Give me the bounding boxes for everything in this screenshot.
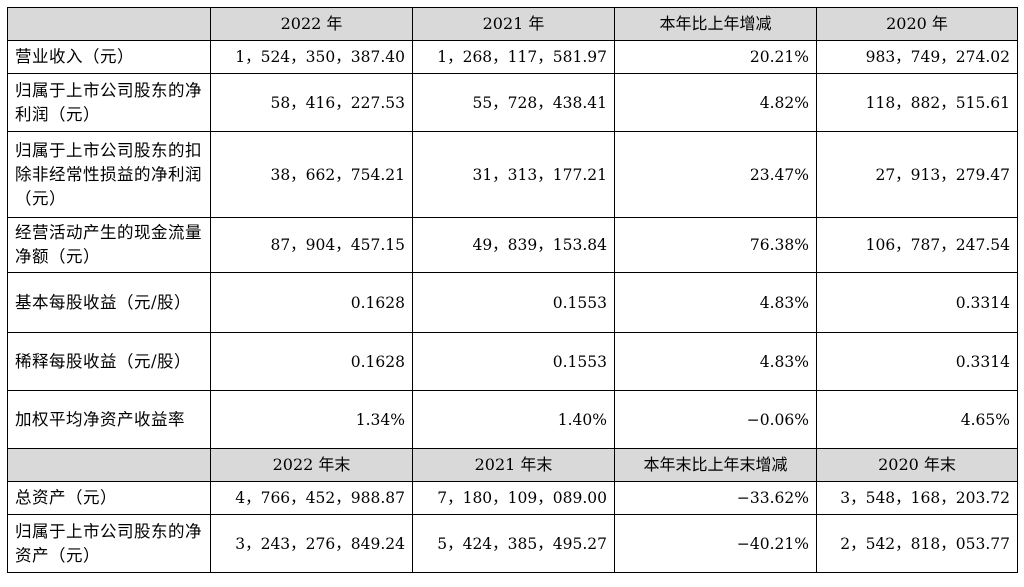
value-2020: 106，787，247.54	[816, 217, 1018, 273]
value-2021: 49，839，153.84	[412, 217, 615, 273]
table-row: 加权平均净资产收益率 1.34% 1.40% −0.06% 4.65%	[7, 390, 1018, 449]
yearend-header-row: 2022 年末 2021 年末 本年末比上年末增减 2020 年末	[7, 448, 1018, 482]
annual-header-row: 2022 年 2021 年 本年比上年增减 2020 年	[7, 7, 1018, 41]
value-2022: 0.1628	[210, 332, 413, 391]
header-blank-cell	[7, 7, 211, 41]
table-row: 稀释每股收益（元/股） 0.1628 0.1553 4.83% 0.3314	[7, 332, 1018, 391]
header-blank-cell	[7, 448, 211, 482]
value-2022: 58，416，227.53	[210, 73, 413, 132]
table-row: 归属于上市公司股东的净资产（元） 3，243，276，849.24 5，424，…	[7, 514, 1018, 573]
value-2021: 31，313，177.21	[412, 131, 615, 218]
header-2020: 2020 年	[816, 7, 1018, 41]
row-label: 基本每股收益（元/股）	[7, 272, 211, 333]
value-2020: 27，913，279.47	[816, 131, 1018, 218]
value-change: 23.47%	[614, 131, 817, 218]
value-change: 76.38%	[614, 217, 817, 273]
value-2020: 0.3314	[816, 332, 1018, 391]
header-2021-end: 2021 年末	[412, 448, 615, 482]
value-2022: 1.34%	[210, 390, 413, 449]
value-2021: 55，728，438.41	[412, 73, 615, 132]
value-change: −33.62%	[614, 481, 817, 515]
financial-indicators-table: 2022 年 2021 年 本年比上年增减 2020 年 营业收入（元） 1，5…	[7, 7, 1018, 573]
value-2021: 5，424，385，495.27	[412, 514, 615, 573]
value-change: 20.21%	[614, 40, 817, 74]
value-2020: 2，542，818，053.77	[816, 514, 1018, 573]
value-2021: 1.40%	[412, 390, 615, 449]
value-2020: 983，749，274.02	[816, 40, 1018, 74]
value-2022: 87，904，457.15	[210, 217, 413, 273]
row-label: 归属于上市公司股东的净资产（元）	[7, 514, 211, 573]
row-label: 归属于上市公司股东的净利润（元）	[7, 73, 211, 132]
row-label: 加权平均净资产收益率	[7, 390, 211, 449]
value-change: −0.06%	[614, 390, 817, 449]
row-label: 稀释每股收益（元/股）	[7, 332, 211, 391]
table-row: 归属于上市公司股东的净利润（元） 58，416，227.53 55，728，43…	[7, 73, 1018, 132]
value-2022: 3，243，276，849.24	[210, 514, 413, 573]
value-2020: 118，882，515.61	[816, 73, 1018, 132]
value-2021: 0.1553	[412, 332, 615, 391]
value-change: 4.83%	[614, 332, 817, 391]
table-row: 经营活动产生的现金流量净额（元） 87，904，457.15 49，839，15…	[7, 217, 1018, 273]
table-row: 归属于上市公司股东的扣除非经常性损益的净利润（元） 38，662，754.21 …	[7, 131, 1018, 218]
header-2022-end: 2022 年末	[210, 448, 413, 482]
value-2021: 7，180，109，089.00	[412, 481, 615, 515]
row-label: 总资产（元）	[7, 481, 211, 515]
header-2021: 2021 年	[412, 7, 615, 41]
value-2021: 1，268，117，581.97	[412, 40, 615, 74]
value-change: −40.21%	[614, 514, 817, 573]
value-2021: 0.1553	[412, 272, 615, 333]
value-2022: 1，524，350，387.40	[210, 40, 413, 74]
row-label: 归属于上市公司股东的扣除非经常性损益的净利润（元）	[7, 131, 211, 218]
value-2022: 4，766，452，988.87	[210, 481, 413, 515]
table-row: 营业收入（元） 1，524，350，387.40 1，268，117，581.9…	[7, 40, 1018, 74]
value-change: 4.82%	[614, 73, 817, 132]
value-2020: 4.65%	[816, 390, 1018, 449]
row-label: 经营活动产生的现金流量净额（元）	[7, 217, 211, 273]
value-2022: 38，662，754.21	[210, 131, 413, 218]
value-2022: 0.1628	[210, 272, 413, 333]
value-2020: 0.3314	[816, 272, 1018, 333]
header-change: 本年比上年增减	[614, 7, 817, 41]
table-row: 基本每股收益（元/股） 0.1628 0.1553 4.83% 0.3314	[7, 272, 1018, 333]
value-change: 4.83%	[614, 272, 817, 333]
header-2022: 2022 年	[210, 7, 413, 41]
header-change-end: 本年末比上年末增减	[614, 448, 817, 482]
table-row: 总资产（元） 4，766，452，988.87 7，180，109，089.00…	[7, 481, 1018, 515]
value-2020: 3，548，168，203.72	[816, 481, 1018, 515]
header-2020-end: 2020 年末	[816, 448, 1018, 482]
row-label: 营业收入（元）	[7, 40, 211, 74]
